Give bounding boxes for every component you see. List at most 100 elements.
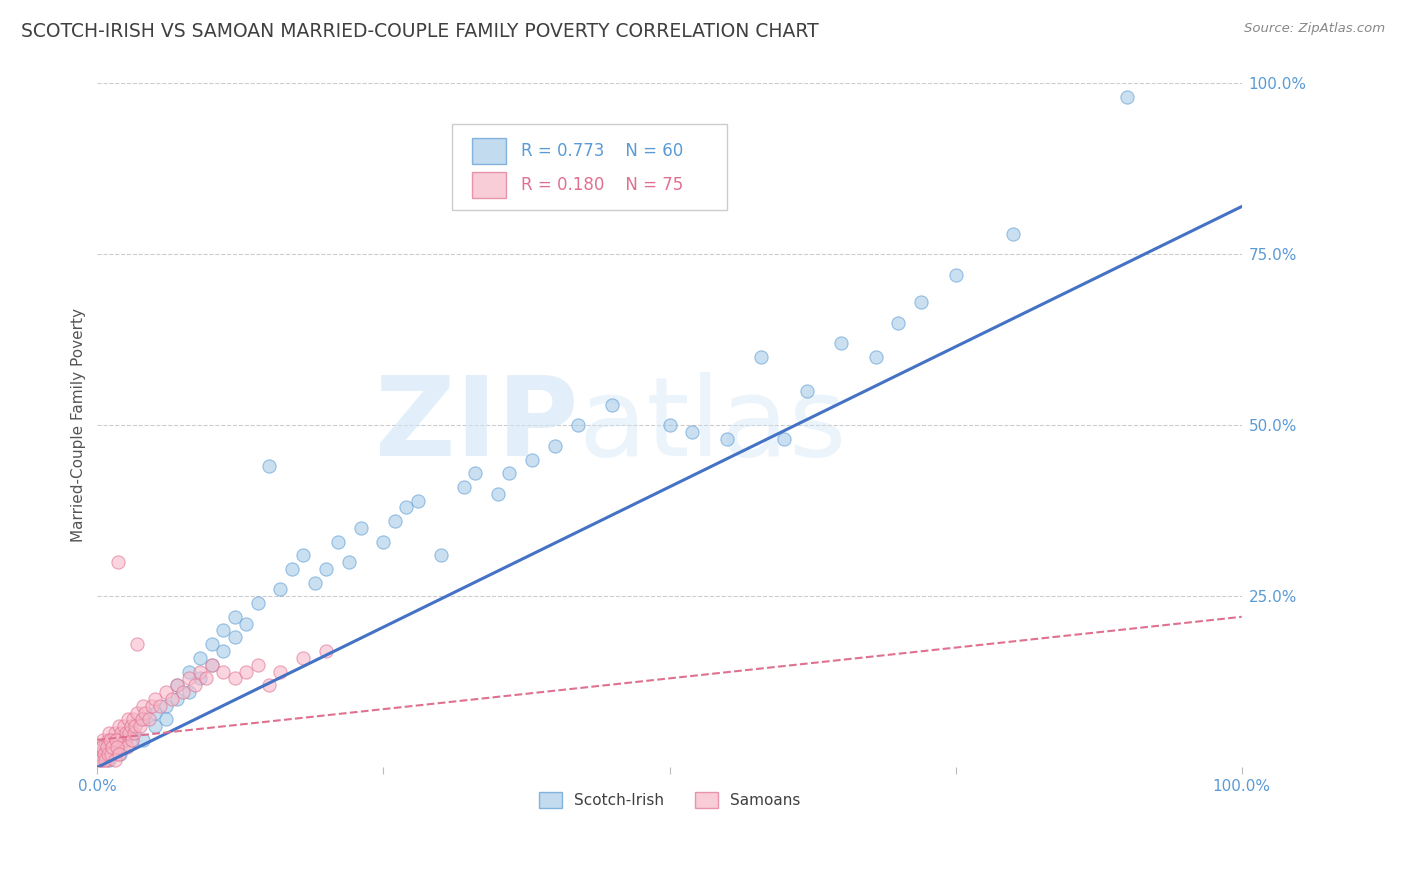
Point [103,726,125,740]
Point [100,747,122,761]
Point [224,671,246,685]
Point [172,685,194,699]
Point [235,616,257,631]
Point [120,719,142,733]
Point [143,719,166,733]
Point [90,739,112,754]
Point [337,555,360,569]
Point [384,514,406,528]
Point [1001,227,1024,241]
Point [257,459,280,474]
Point [132,732,155,747]
Point [498,467,520,481]
Point [1116,90,1139,104]
Point [110,747,132,761]
Point [212,624,235,638]
Point [105,732,128,747]
Point [155,685,177,699]
Point [315,562,337,576]
Point [97,747,120,761]
Point [101,739,124,754]
Y-axis label: Married-Couple Family Poverty: Married-Couple Family Poverty [72,309,86,542]
FancyBboxPatch shape [471,138,506,164]
Point [177,671,200,685]
Point [91,732,114,747]
Point [246,596,269,610]
Point [121,732,143,747]
Point [94,753,117,767]
Point [105,739,128,754]
Point [406,493,429,508]
Point [124,719,146,733]
Point [111,739,134,754]
Point [681,425,703,440]
Point [429,549,451,563]
Point [830,336,852,351]
Point [945,268,967,282]
Text: atlas: atlas [578,372,846,479]
Point [127,706,149,720]
Point [246,657,269,672]
Point [96,753,118,767]
FancyBboxPatch shape [471,172,506,198]
Point [97,753,120,767]
Point [108,747,131,761]
Point [224,630,246,644]
Point [122,726,145,740]
Point [101,732,124,747]
Text: SCOTCH-IRISH VS SAMOAN MARRIED-COUPLE FAMILY POVERTY CORRELATION CHART: SCOTCH-IRISH VS SAMOAN MARRIED-COUPLE FA… [21,22,818,41]
Point [98,739,121,754]
Point [94,739,117,754]
Point [395,500,418,515]
Point [166,691,188,706]
Point [118,726,141,740]
Point [177,665,200,679]
Point [100,747,122,761]
Point [115,726,138,740]
Point [155,712,177,726]
Point [160,691,183,706]
Point [166,678,188,692]
Point [132,712,155,726]
Point [195,671,218,685]
Point [201,657,224,672]
Point [188,671,211,685]
Point [138,712,160,726]
Point [212,665,235,679]
Point [110,726,132,740]
Point [96,739,118,754]
Point [201,637,224,651]
Point [887,316,910,330]
Point [143,706,166,720]
Point [112,719,135,733]
Point [149,698,172,713]
Point [212,644,235,658]
Point [155,698,177,713]
Point [773,432,796,446]
Point [177,685,200,699]
Point [115,739,138,754]
Point [235,665,257,679]
Point [97,732,120,747]
Point [121,732,143,747]
Point [315,644,337,658]
Point [90,739,112,754]
Point [97,726,120,740]
Point [90,747,112,761]
Point [453,480,475,494]
Point [373,534,395,549]
Point [89,753,111,767]
Point [107,555,129,569]
Point [326,534,349,549]
Point [269,665,291,679]
FancyBboxPatch shape [453,125,727,210]
Point [910,295,932,310]
Point [103,753,125,767]
Point [110,739,132,754]
Point [304,575,326,590]
Point [98,732,121,747]
Point [97,747,120,761]
Text: Source: ZipAtlas.com: Source: ZipAtlas.com [1244,22,1385,36]
Point [292,650,315,665]
Point [188,650,211,665]
